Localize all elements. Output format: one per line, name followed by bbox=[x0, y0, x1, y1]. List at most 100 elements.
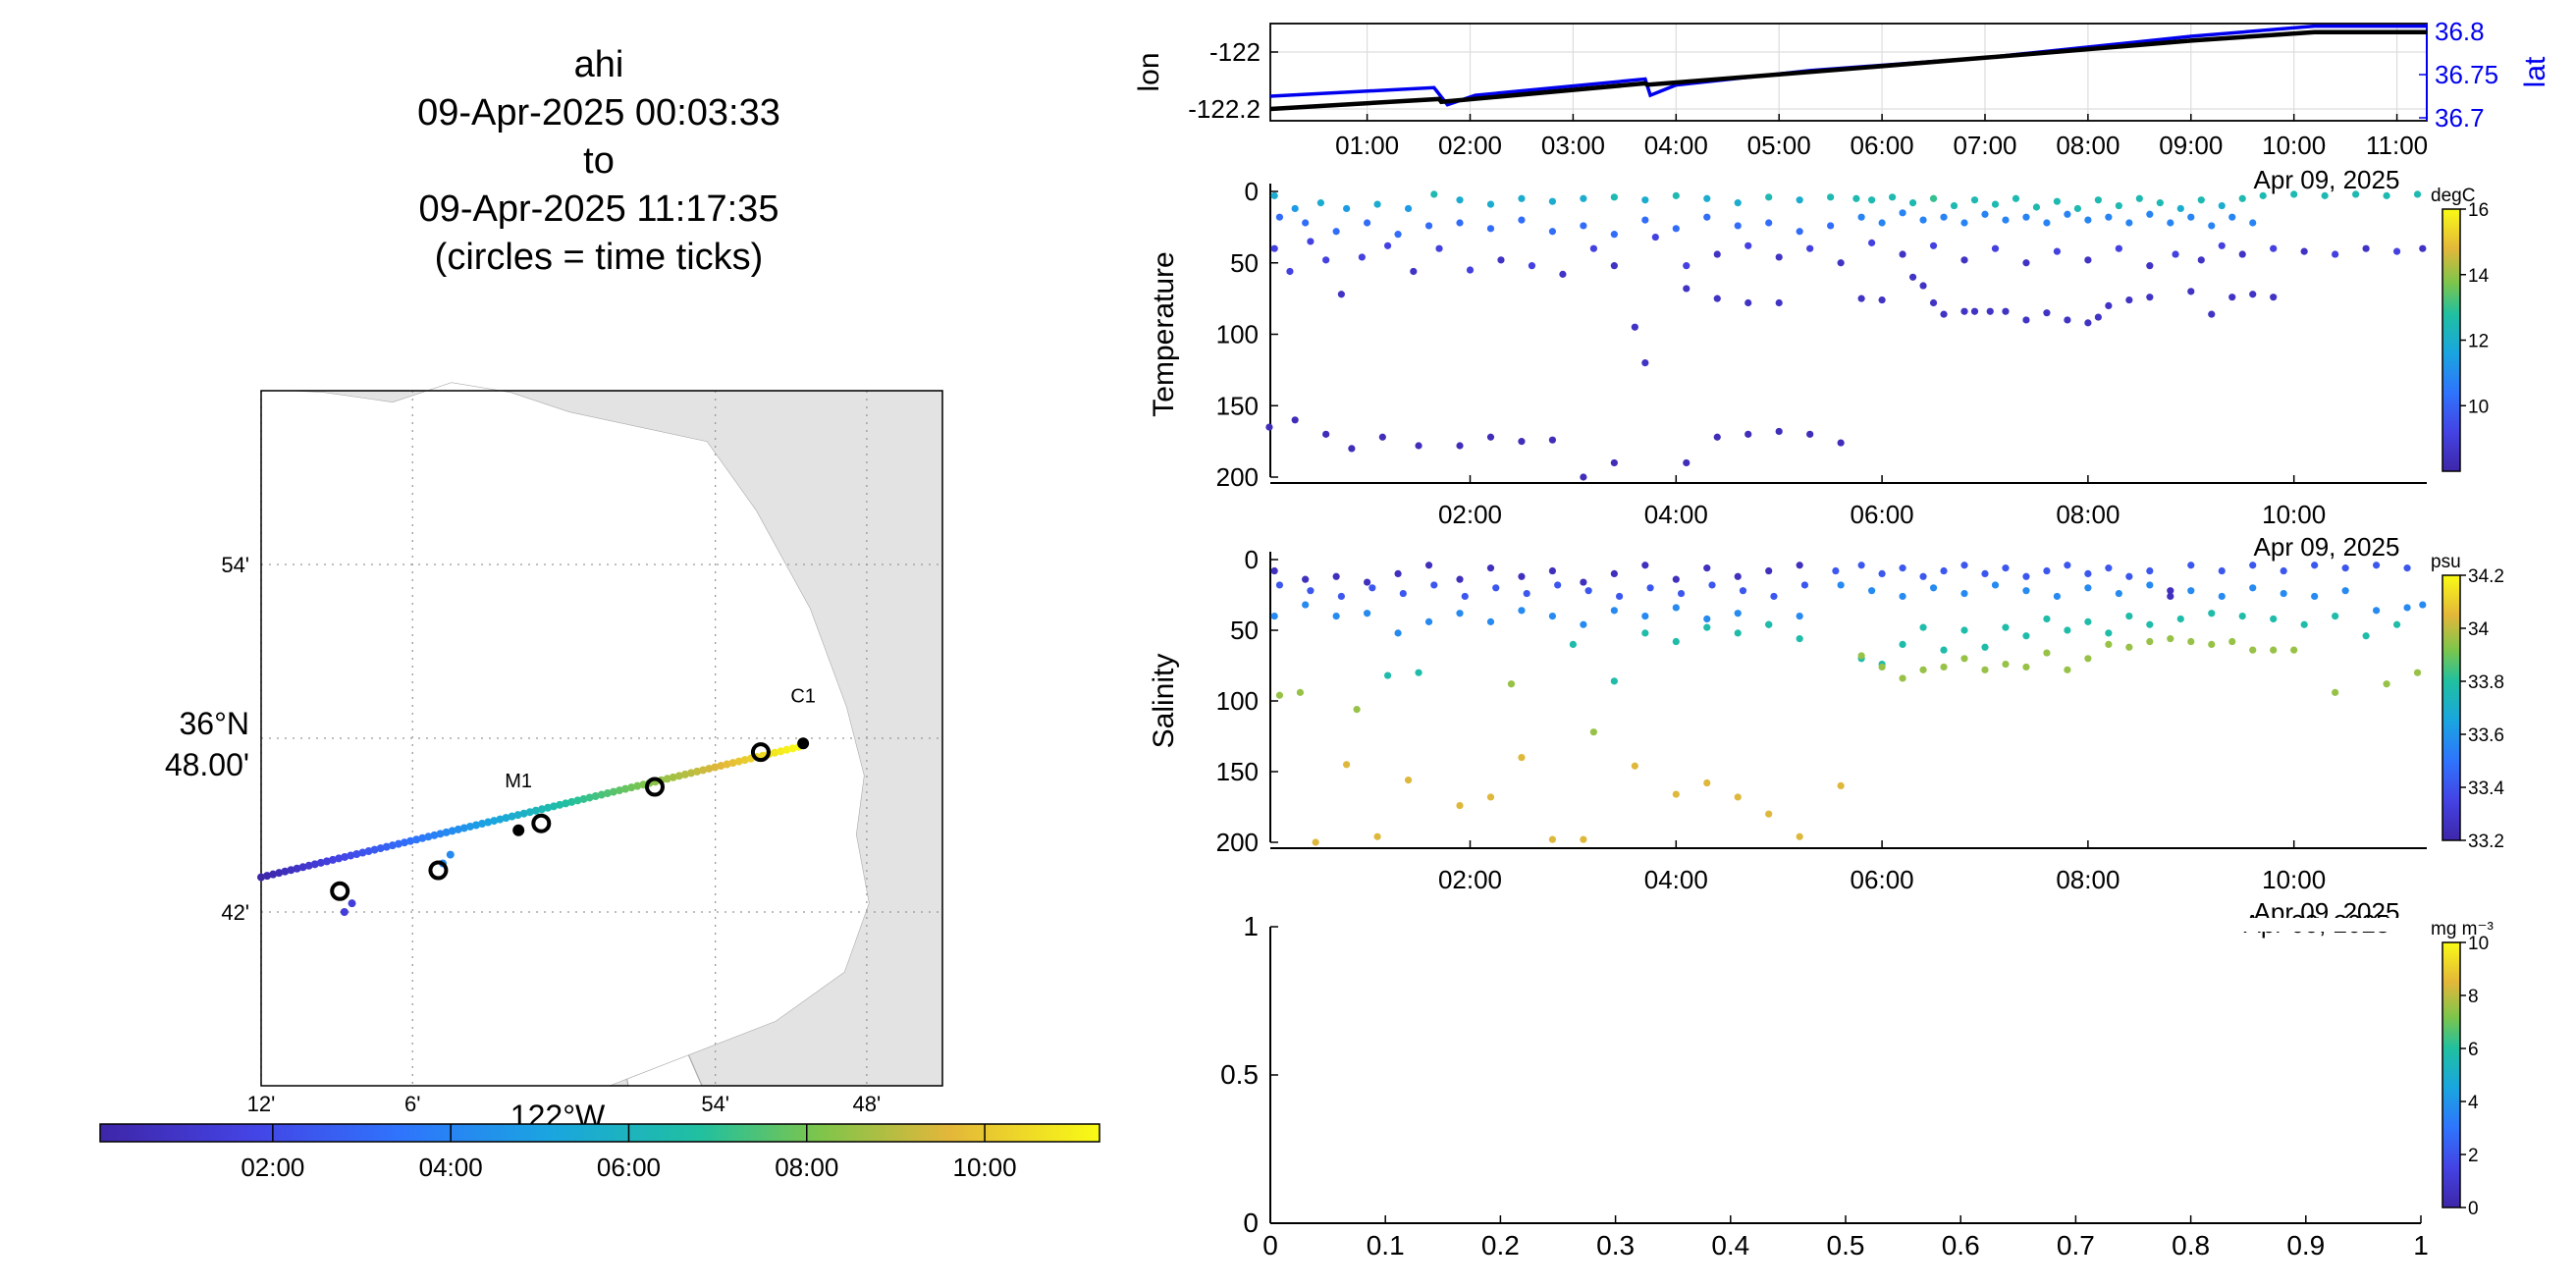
temperature-point bbox=[1302, 219, 1310, 227]
salinity-point bbox=[1991, 581, 2000, 589]
salinity-point bbox=[1373, 832, 1381, 840]
temperature-point bbox=[2105, 213, 2113, 221]
salinity-point bbox=[2280, 589, 2287, 598]
temperature-point bbox=[1837, 259, 1845, 267]
temperature-point bbox=[2064, 210, 2071, 218]
salinity-point bbox=[1837, 781, 1845, 790]
time-tick-circle bbox=[531, 813, 552, 833]
temperature-point bbox=[1970, 196, 1979, 204]
map-lon-tick-label: 12' bbox=[247, 1092, 276, 1116]
temperature-y-tick-label: 0 bbox=[1245, 177, 1259, 206]
temperature-point bbox=[2135, 194, 2143, 202]
salinity-point bbox=[2403, 604, 2411, 612]
salinity-point bbox=[1332, 613, 1340, 620]
temperature-point bbox=[2032, 203, 2041, 211]
temperature-point bbox=[2094, 313, 2102, 321]
salinity-point bbox=[1518, 572, 1526, 580]
track-point bbox=[508, 812, 516, 821]
track-point bbox=[382, 842, 391, 851]
salinity-point bbox=[1456, 575, 1464, 583]
temperature-point bbox=[2208, 310, 2216, 318]
temperature-point bbox=[2156, 199, 2164, 207]
track-point bbox=[484, 818, 493, 827]
temperature-point bbox=[2146, 294, 2154, 301]
empty-x-tick-label: 0.3 bbox=[1596, 1230, 1635, 1261]
map-frame bbox=[260, 390, 943, 1087]
track-point bbox=[777, 747, 785, 756]
lonlat-x-tick-label: 07:00 bbox=[1953, 131, 2016, 160]
empty-y-tick-label: 0 bbox=[1243, 1208, 1259, 1238]
platform-name: ahi bbox=[573, 44, 624, 85]
temperature-point bbox=[1929, 298, 1938, 307]
salinity-y-tick-label: 200 bbox=[1216, 828, 1259, 857]
mooring-label: M1 bbox=[505, 771, 532, 792]
temperature-point bbox=[1672, 225, 1680, 233]
track-point bbox=[771, 748, 779, 757]
track-point bbox=[513, 811, 522, 820]
salinity-point bbox=[1672, 604, 1680, 612]
track-point bbox=[376, 844, 385, 853]
salinity-point bbox=[1456, 610, 1464, 617]
temperature-point bbox=[1744, 298, 1752, 307]
salinity-point bbox=[1394, 629, 1402, 637]
track-point bbox=[567, 797, 576, 806]
salinity-point bbox=[1486, 793, 1495, 801]
temperature-point bbox=[1919, 216, 1927, 224]
temperature-point bbox=[1322, 430, 1330, 438]
salinity-x-tick-label: 10:00 bbox=[2262, 865, 2326, 894]
temperature-point bbox=[2187, 213, 2195, 221]
temperature-point bbox=[1827, 222, 1835, 230]
salinity-point bbox=[1919, 623, 1927, 631]
temperature-x-tick-label: 04:00 bbox=[1644, 500, 1708, 529]
lon-lat-panel: 01:00 02:00 03:00 04:00 05:00 06:00 07:00 08:00… bbox=[1133, 17, 2551, 194]
salinity-point bbox=[2208, 640, 2216, 649]
salinity-colorbar-tick-label: 33.8 bbox=[2468, 672, 2504, 693]
lonlat-x-tick-label: 04:00 bbox=[1644, 131, 1708, 160]
salinity-point bbox=[1960, 626, 1968, 634]
temperature-point bbox=[2383, 191, 2390, 199]
temperature-point bbox=[1641, 196, 1649, 204]
temperature-point bbox=[1713, 250, 1721, 258]
track-point bbox=[609, 787, 617, 796]
salinity-point bbox=[2341, 587, 2349, 595]
salinity-point bbox=[2125, 572, 2133, 580]
lonlat-x-tick-label: 10:00 bbox=[2262, 131, 2326, 160]
lon-y-label: lon bbox=[1133, 52, 1165, 91]
salinity-point bbox=[1589, 728, 1597, 736]
temperature-point bbox=[1683, 262, 1690, 270]
track-point bbox=[358, 848, 367, 857]
salinity-point bbox=[1796, 635, 1803, 643]
salinity-point bbox=[1837, 581, 1845, 589]
salinity-point bbox=[1677, 589, 1686, 598]
temperature-point bbox=[2419, 244, 2427, 252]
salinity-point bbox=[2125, 643, 2133, 651]
temperature-point bbox=[2197, 256, 2205, 264]
salinity-point bbox=[1456, 801, 1464, 810]
temperature-point bbox=[2167, 219, 2174, 227]
salinity-point bbox=[1404, 777, 1413, 784]
temperature-point bbox=[1430, 190, 1438, 198]
temperature-point bbox=[1991, 200, 2000, 208]
track-point bbox=[406, 836, 415, 845]
empty-x-tick-label: 1 bbox=[2413, 1230, 2429, 1261]
temperature-point bbox=[2228, 213, 2236, 221]
temperature-point bbox=[2187, 288, 2195, 295]
salinity-point bbox=[1548, 835, 1557, 843]
temperature-point bbox=[2172, 250, 2179, 258]
salinity-point bbox=[1631, 762, 1638, 770]
salinity-point bbox=[1307, 587, 1315, 595]
empty-y-tick-label: 0.5 bbox=[1220, 1059, 1259, 1090]
salinity-point bbox=[1919, 572, 1927, 580]
track-point bbox=[348, 899, 356, 908]
salinity-point bbox=[1646, 584, 1654, 592]
salinity-point bbox=[1857, 652, 1865, 660]
temperature-point bbox=[1528, 262, 1536, 270]
track-point bbox=[341, 852, 349, 861]
empty-colorbar-tick-label: 2 bbox=[2468, 1146, 2479, 1166]
map-lon-tick-label: 48' bbox=[853, 1092, 882, 1116]
temperature-point bbox=[1837, 439, 1845, 447]
temperature-point bbox=[1683, 458, 1690, 467]
temperature-point bbox=[1456, 196, 1464, 204]
salinity-point bbox=[2419, 601, 2427, 609]
